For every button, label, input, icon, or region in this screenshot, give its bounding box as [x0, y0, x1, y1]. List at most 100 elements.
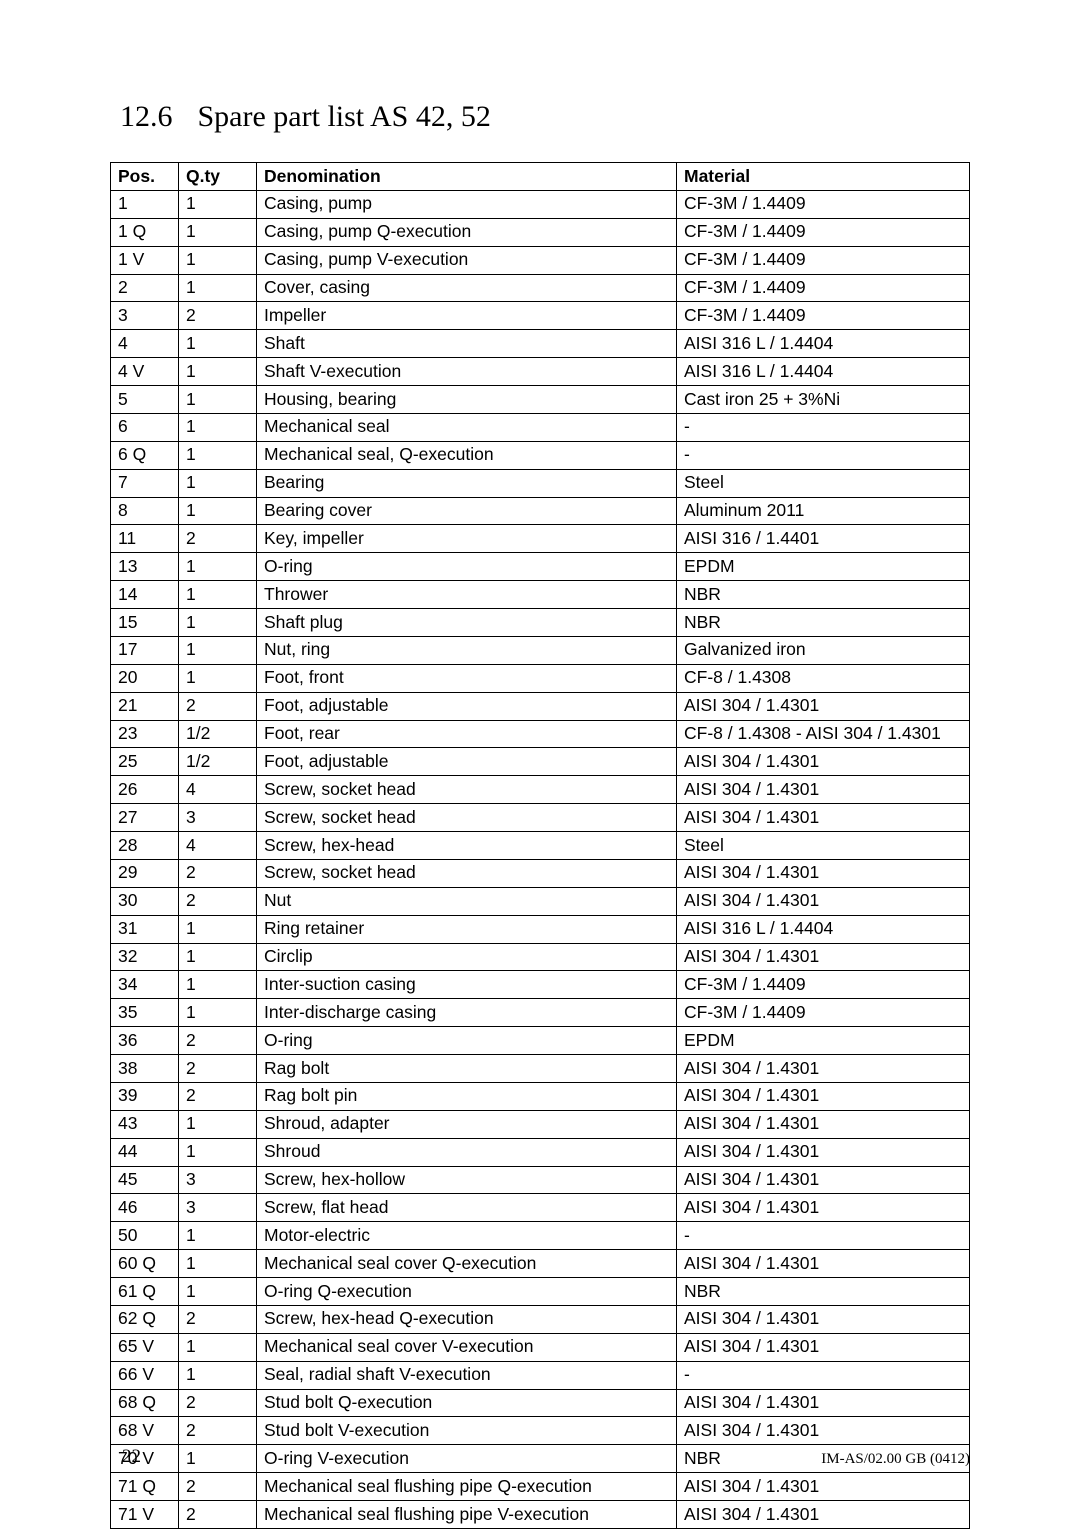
- table-cell: AISI 304 / 1.4301: [677, 1138, 970, 1166]
- table-cell: 45: [111, 1166, 179, 1194]
- table-cell: 68 V: [111, 1417, 179, 1445]
- table-cell: AISI 304 / 1.4301: [677, 1250, 970, 1278]
- table-cell: 1: [179, 358, 257, 386]
- table-cell: 66 V: [111, 1361, 179, 1389]
- table-cell: 62 Q: [111, 1305, 179, 1333]
- table-cell: 1: [179, 246, 257, 274]
- table-cell: CF-3M / 1.4409: [677, 971, 970, 999]
- table-cell: 46: [111, 1194, 179, 1222]
- table-cell: AISI 304 / 1.4301: [677, 1110, 970, 1138]
- table-cell: Rag bolt pin: [257, 1082, 677, 1110]
- table-cell: Mechanical seal: [257, 413, 677, 441]
- table-cell: 13: [111, 553, 179, 581]
- page-footer: 22 IM-AS/02.00 GB (0412): [0, 1446, 1080, 1468]
- table-cell: Casing, pump Q-execution: [257, 218, 677, 246]
- table-cell: 1: [179, 553, 257, 581]
- section-heading: 12.6 Spare part list AS 42, 52: [110, 100, 970, 134]
- table-row: 131O-ringEPDM: [111, 553, 970, 581]
- table-cell: Shaft V-execution: [257, 358, 677, 386]
- table-cell: -: [677, 413, 970, 441]
- table-row: 11Casing, pumpCF-3M / 1.4409: [111, 190, 970, 218]
- table-cell: 27: [111, 804, 179, 832]
- table-cell: Foot, rear: [257, 720, 677, 748]
- table-cell: 20: [111, 664, 179, 692]
- table-cell: 71 Q: [111, 1473, 179, 1501]
- col-header-qty: Q.ty: [179, 163, 257, 191]
- table-cell: Foot, adjustable: [257, 748, 677, 776]
- table-cell: 14: [111, 581, 179, 609]
- table-cell: 1 Q: [111, 218, 179, 246]
- table-cell: 31: [111, 915, 179, 943]
- table-cell: 5: [111, 386, 179, 414]
- table-cell: Ring retainer: [257, 915, 677, 943]
- table-row: 382Rag boltAISI 304 / 1.4301: [111, 1055, 970, 1083]
- document-reference: IM-AS/02.00 GB (0412): [821, 1451, 970, 1468]
- table-cell: AISI 304 / 1.4301: [677, 1417, 970, 1445]
- table-cell: Stud bolt V-execution: [257, 1417, 677, 1445]
- table-row: 171Nut, ringGalvanized iron: [111, 636, 970, 664]
- table-cell: 1: [179, 497, 257, 525]
- table-cell: 1: [179, 1110, 257, 1138]
- table-cell: CF-3M / 1.4409: [677, 246, 970, 274]
- table-cell: 2: [179, 525, 257, 553]
- table-cell: 23: [111, 720, 179, 748]
- table-row: 112Key, impellerAISI 316 / 1.4401: [111, 525, 970, 553]
- table-cell: 35: [111, 999, 179, 1027]
- table-cell: Screw, hex-head: [257, 832, 677, 860]
- table-row: 351Inter-discharge casingCF-3M / 1.4409: [111, 999, 970, 1027]
- table-cell: 1: [179, 469, 257, 497]
- table-cell: O-ring Q-execution: [257, 1278, 677, 1306]
- table-cell: 8: [111, 497, 179, 525]
- table-cell: 1: [179, 609, 257, 637]
- table-cell: -: [677, 441, 970, 469]
- table-cell: 2: [179, 1027, 257, 1055]
- table-cell: Shaft: [257, 330, 677, 358]
- table-cell: Stud bolt Q-execution: [257, 1389, 677, 1417]
- table-row: 441ShroudAISI 304 / 1.4301: [111, 1138, 970, 1166]
- table-row: 68 Q2Stud bolt Q-executionAISI 304 / 1.4…: [111, 1389, 970, 1417]
- table-cell: 39: [111, 1082, 179, 1110]
- table-cell: 21: [111, 692, 179, 720]
- table-cell: AISI 304 / 1.4301: [677, 1082, 970, 1110]
- table-cell: Aluminum 2011: [677, 497, 970, 525]
- table-cell: 2: [179, 692, 257, 720]
- table-cell: Screw, hex-hollow: [257, 1166, 677, 1194]
- table-cell: Mechanical seal cover V-execution: [257, 1333, 677, 1361]
- table-cell: AISI 304 / 1.4301: [677, 804, 970, 832]
- table-row: 1 V1Casing, pump V-executionCF-3M / 1.44…: [111, 246, 970, 274]
- table-cell: 15: [111, 609, 179, 637]
- table-cell: NBR: [677, 609, 970, 637]
- table-cell: 11: [111, 525, 179, 553]
- table-cell: EPDM: [677, 553, 970, 581]
- table-cell: 50: [111, 1222, 179, 1250]
- table-cell: 1: [179, 190, 257, 218]
- table-cell: 3: [179, 1166, 257, 1194]
- table-cell: AISI 304 / 1.4301: [677, 1473, 970, 1501]
- table-cell: Impeller: [257, 302, 677, 330]
- table-row: 81Bearing coverAluminum 2011: [111, 497, 970, 525]
- table-row: 62 Q2Screw, hex-head Q-executionAISI 304…: [111, 1305, 970, 1333]
- table-cell: 25: [111, 748, 179, 776]
- table-cell: 3: [111, 302, 179, 330]
- table-cell: NBR: [677, 581, 970, 609]
- table-row: 321CirclipAISI 304 / 1.4301: [111, 943, 970, 971]
- table-cell: AISI 304 / 1.4301: [677, 1389, 970, 1417]
- table-cell: AISI 304 / 1.4301: [677, 1305, 970, 1333]
- table-row: 71 V2Mechanical seal flushing pipe V-exe…: [111, 1501, 970, 1529]
- table-row: 264Screw, socket headAISI 304 / 1.4301: [111, 776, 970, 804]
- table-cell: 32: [111, 943, 179, 971]
- table-cell: Cast iron 25 + 3%Ni: [677, 386, 970, 414]
- table-cell: AISI 316 L / 1.4404: [677, 358, 970, 386]
- table-row: 66 V1Seal, radial shaft V-execution-: [111, 1361, 970, 1389]
- table-cell: 2: [179, 887, 257, 915]
- table-cell: 1: [179, 943, 257, 971]
- table-cell: Foot, front: [257, 664, 677, 692]
- table-row: 273Screw, socket headAISI 304 / 1.4301: [111, 804, 970, 832]
- table-cell: Casing, pump V-execution: [257, 246, 677, 274]
- table-cell: Mechanical seal flushing pipe Q-executio…: [257, 1473, 677, 1501]
- table-row: 453Screw, hex-hollowAISI 304 / 1.4301: [111, 1166, 970, 1194]
- table-row: 201Foot, frontCF-8 / 1.4308: [111, 664, 970, 692]
- table-cell: Thrower: [257, 581, 677, 609]
- table-cell: 2: [179, 1305, 257, 1333]
- table-row: 231/2Foot, rearCF-8 / 1.4308 - AISI 304 …: [111, 720, 970, 748]
